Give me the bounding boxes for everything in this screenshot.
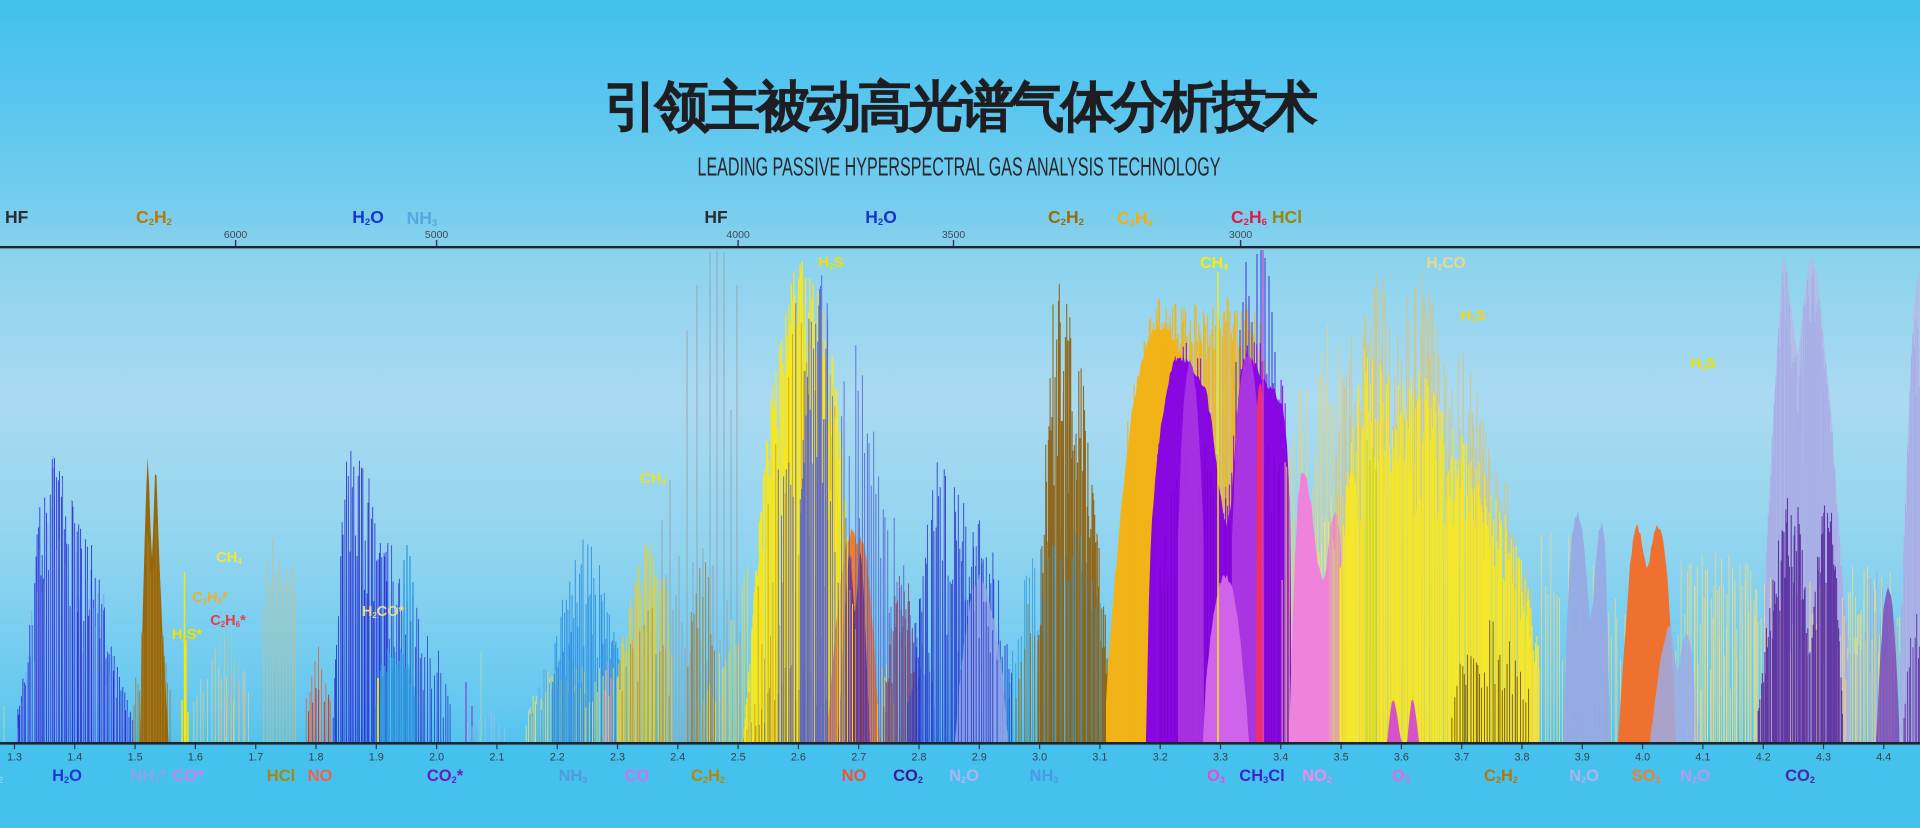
svg-text:C2H4: C2H4 xyxy=(1117,208,1154,229)
svg-text:CH4: CH4 xyxy=(640,470,667,487)
svg-text:C2H6: C2H6 xyxy=(1231,207,1267,228)
svg-text:3.9: 3.9 xyxy=(1575,752,1590,764)
svg-text:3.4: 3.4 xyxy=(1273,752,1288,764)
svg-text:1.6: 1.6 xyxy=(188,752,203,764)
svg-text:C2H2: C2H2 xyxy=(1048,207,1084,228)
svg-text:1.8: 1.8 xyxy=(308,752,323,764)
svg-text:6000: 6000 xyxy=(224,229,248,241)
svg-text:2.2: 2.2 xyxy=(550,752,565,764)
svg-text:3.2: 3.2 xyxy=(1153,752,1168,764)
svg-text:2.6: 2.6 xyxy=(791,752,806,764)
svg-text:4000: 4000 xyxy=(726,229,750,241)
svg-text:2.3: 2.3 xyxy=(610,752,625,764)
svg-text:4.1: 4.1 xyxy=(1695,752,1710,764)
svg-text:C2H2: C2H2 xyxy=(691,767,725,785)
svg-text:C2H6*: C2H6* xyxy=(210,613,246,629)
svg-text:C2H2: C2H2 xyxy=(136,207,172,228)
svg-text:N2O: N2O xyxy=(1569,767,1599,785)
svg-text:CH4: CH4 xyxy=(1200,255,1228,272)
svg-text:CO: CO xyxy=(625,767,650,785)
svg-text:5000: 5000 xyxy=(425,229,449,241)
svg-text:CO2: CO2 xyxy=(893,767,923,785)
svg-text:CH3Cl: CH3Cl xyxy=(1239,767,1284,785)
svg-text:2.8: 2.8 xyxy=(911,752,926,764)
svg-text:H2S: H2S xyxy=(1690,355,1715,372)
svg-text:N2O: N2O xyxy=(1680,767,1710,785)
svg-text:2.5: 2.5 xyxy=(731,752,746,764)
svg-text:2.0: 2.0 xyxy=(429,752,444,764)
svg-text:C2H2: C2H2 xyxy=(1484,767,1518,785)
svg-text:NO: NO xyxy=(308,767,333,785)
svg-text:3.1: 3.1 xyxy=(1092,752,1107,764)
svg-text:2.7: 2.7 xyxy=(851,752,866,764)
svg-text:NH3: NH3 xyxy=(407,208,438,229)
svg-text:NO2: NO2 xyxy=(1302,767,1332,785)
svg-text:NO: NO xyxy=(842,767,867,785)
svg-text:H2CO: H2CO xyxy=(1426,255,1465,272)
svg-text:3.5: 3.5 xyxy=(1334,752,1349,764)
svg-text:2.1: 2.1 xyxy=(489,752,504,764)
svg-text:1.3: 1.3 xyxy=(7,752,22,764)
svg-text:2.9: 2.9 xyxy=(972,752,987,764)
svg-text:3.0: 3.0 xyxy=(1032,752,1047,764)
svg-text:3500: 3500 xyxy=(942,229,966,241)
svg-text:CH4: CH4 xyxy=(216,550,242,566)
svg-text:NH3*: NH3* xyxy=(130,767,166,785)
svg-text:1.4: 1.4 xyxy=(67,752,82,764)
svg-text:1.9: 1.9 xyxy=(369,752,384,764)
svg-text:CO2*: CO2* xyxy=(427,767,464,785)
svg-text:HF: HF xyxy=(704,207,728,227)
svg-text:CO*: CO* xyxy=(172,767,204,785)
svg-text:H2CO*: H2CO* xyxy=(362,604,405,620)
svg-text:HCl: HCl xyxy=(1272,207,1302,227)
svg-text:4.0: 4.0 xyxy=(1635,752,1650,764)
svg-text:HF: HF xyxy=(5,207,29,227)
svg-text:3.8: 3.8 xyxy=(1514,752,1529,764)
svg-text:NH3: NH3 xyxy=(1030,767,1059,785)
svg-text:2.4: 2.4 xyxy=(670,752,685,764)
svg-text:CO2: CO2 xyxy=(1785,767,1815,785)
svg-text:H2S: H2S xyxy=(818,254,843,271)
svg-text:3.3: 3.3 xyxy=(1213,752,1228,764)
svg-text:LEADING PASSIVE HYPERSPECTRAL: LEADING PASSIVE HYPERSPECTRAL GAS ANALYS… xyxy=(698,152,1221,182)
svg-text:1.5: 1.5 xyxy=(128,752,143,764)
svg-text:3000: 3000 xyxy=(1229,229,1253,241)
svg-text:4.4: 4.4 xyxy=(1876,752,1891,764)
svg-text:4.3: 4.3 xyxy=(1816,752,1831,764)
svg-text:SO2: SO2 xyxy=(1632,767,1661,785)
svg-text:H2O: H2O xyxy=(352,207,384,228)
svg-text:H2S*: H2S* xyxy=(172,627,203,643)
svg-text:C2H4*: C2H4* xyxy=(192,590,228,606)
svg-text:H2S: H2S xyxy=(1460,307,1485,324)
svg-text:4.2: 4.2 xyxy=(1756,752,1771,764)
svg-text:3.6: 3.6 xyxy=(1394,752,1409,764)
svg-text:1.7: 1.7 xyxy=(248,752,263,764)
svg-text:N2O: N2O xyxy=(949,767,979,785)
svg-text:NH3: NH3 xyxy=(559,767,588,785)
svg-text:3.7: 3.7 xyxy=(1454,752,1469,764)
svg-text:HCl: HCl xyxy=(267,767,295,785)
svg-text:H2O: H2O xyxy=(52,767,82,785)
svg-text:H2O: H2O xyxy=(865,207,897,228)
svg-text:2: 2 xyxy=(0,775,3,785)
